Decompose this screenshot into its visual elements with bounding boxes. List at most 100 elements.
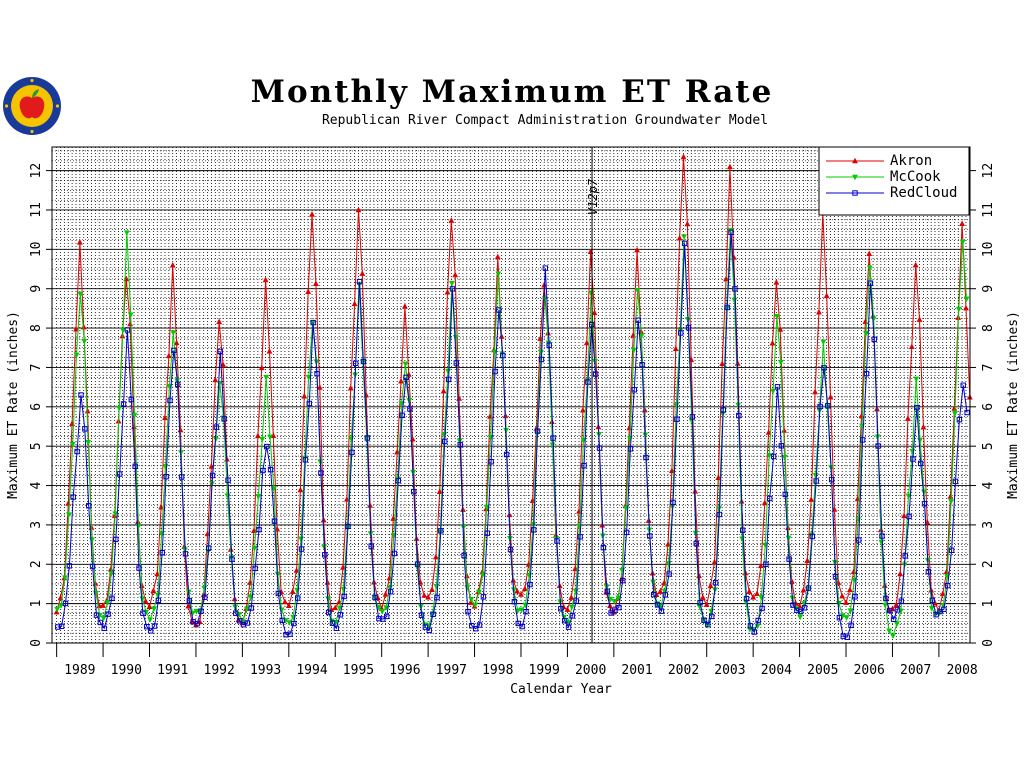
y-tick-label-left: 4	[29, 481, 44, 489]
series-point-mccook	[774, 313, 780, 320]
series-point-redcloud	[345, 523, 351, 530]
y-tick-label-left: 11	[29, 202, 44, 218]
series-point-mccook	[58, 603, 64, 609]
series-point-redcloud	[519, 623, 525, 630]
series-point-mccook	[379, 609, 386, 615]
series-point-redcloud	[391, 550, 398, 557]
series-point-akron	[715, 474, 722, 480]
y-tick-label-left: 7	[29, 364, 44, 372]
series-point-redcloud	[639, 362, 645, 368]
series-point-akron	[293, 567, 300, 573]
series-point-redcloud	[925, 569, 932, 575]
series-point-akron	[727, 163, 733, 170]
y-tick-label-right: 2	[981, 560, 996, 568]
series-point-redcloud	[120, 401, 127, 407]
series-point-redcloud	[554, 538, 560, 544]
series-point-redcloud	[445, 376, 452, 383]
series-point-akron	[402, 303, 408, 309]
series-point-mccook	[259, 436, 266, 443]
series-point-akron	[289, 588, 296, 594]
series-point-redcloud	[558, 606, 564, 612]
series-point-redcloud	[836, 614, 843, 621]
series-point-mccook	[638, 333, 645, 340]
series-point-redcloud	[747, 623, 754, 629]
series-point-redcloud	[62, 600, 69, 607]
series-point-redcloud	[813, 478, 819, 484]
series-point-akron	[626, 424, 633, 431]
series-point-redcloud	[620, 577, 626, 584]
series-point-akron	[808, 496, 815, 502]
series-point-redcloud	[542, 265, 549, 271]
series-point-redcloud	[643, 454, 649, 461]
series-point-akron	[564, 606, 571, 612]
series-point-akron	[827, 393, 834, 400]
series-point-redcloud	[275, 590, 282, 597]
series-point-akron	[146, 603, 153, 610]
series-point-akron	[812, 388, 818, 395]
series-point-mccook	[495, 271, 502, 278]
series-point-redcloud	[654, 602, 661, 608]
series-point-mccook	[62, 575, 68, 581]
series-point-mccook	[162, 464, 169, 470]
series-point-akron	[777, 326, 784, 332]
series-point-redcloud	[182, 551, 189, 557]
series-point-mccook	[917, 437, 923, 444]
series-point-redcloud	[175, 381, 181, 387]
series-redcloud	[55, 229, 970, 640]
series-point-akron	[316, 384, 323, 390]
series-point-redcloud	[140, 610, 146, 616]
series-point-akron	[703, 601, 710, 608]
series-point-akron	[84, 407, 91, 414]
series-point-redcloud	[948, 547, 955, 553]
series-point-akron	[382, 591, 389, 597]
series-point-redcloud	[74, 448, 80, 455]
series-point-akron	[142, 597, 149, 604]
series-point-redcloud	[647, 533, 653, 539]
series-point-redcloud	[805, 585, 812, 591]
series-point-redcloud	[178, 474, 185, 480]
series-point-akron	[220, 361, 226, 367]
series-point-redcloud	[163, 473, 169, 480]
series-point-akron	[169, 262, 176, 268]
y-tick-label-right: 1	[981, 600, 996, 608]
series-point-akron	[177, 426, 184, 433]
series-point-akron	[684, 220, 691, 227]
series-point-akron	[750, 594, 757, 600]
series-point-mccook	[781, 454, 788, 461]
series-point-redcloud	[782, 491, 788, 498]
series-point-akron	[76, 239, 83, 245]
y-tick-label-left: 2	[29, 560, 44, 568]
series-point-redcloud	[887, 607, 893, 614]
series-point-mccook	[445, 368, 451, 375]
y-tick-label-right: 8	[981, 324, 996, 332]
series-point-redcloud	[767, 495, 773, 502]
series-point-redcloud	[674, 416, 680, 422]
series-point-akron	[100, 602, 106, 608]
series-point-mccook	[905, 493, 912, 500]
series-point-akron	[901, 512, 907, 519]
series-point-redcloud	[592, 371, 599, 377]
series-point-akron	[947, 493, 954, 499]
y-tick-label-right: 11	[981, 202, 996, 218]
series-point-akron	[324, 579, 331, 585]
series-point-akron	[340, 564, 346, 570]
series-point-redcloud	[109, 595, 115, 601]
series-point-redcloud	[801, 605, 808, 611]
series-point-redcloud	[650, 591, 657, 598]
series-point-akron	[846, 586, 853, 593]
series-point-redcloud	[709, 613, 715, 620]
series-point-akron	[765, 429, 772, 435]
series-point-mccook	[193, 609, 200, 615]
legend-marker-akron	[852, 157, 858, 164]
series-point-mccook	[491, 349, 498, 356]
series-point-mccook	[336, 605, 343, 612]
series-point-redcloud	[116, 471, 123, 477]
series-point-redcloud	[910, 456, 916, 462]
x-tick-label: 1991	[157, 663, 188, 678]
series-point-akron	[897, 570, 904, 577]
series-point-redcloud	[376, 615, 382, 622]
series-point-mccook	[890, 633, 896, 640]
legend-label-akron: Akron	[890, 153, 932, 169]
series-point-redcloud	[209, 472, 216, 479]
series-point-akron	[432, 553, 439, 560]
